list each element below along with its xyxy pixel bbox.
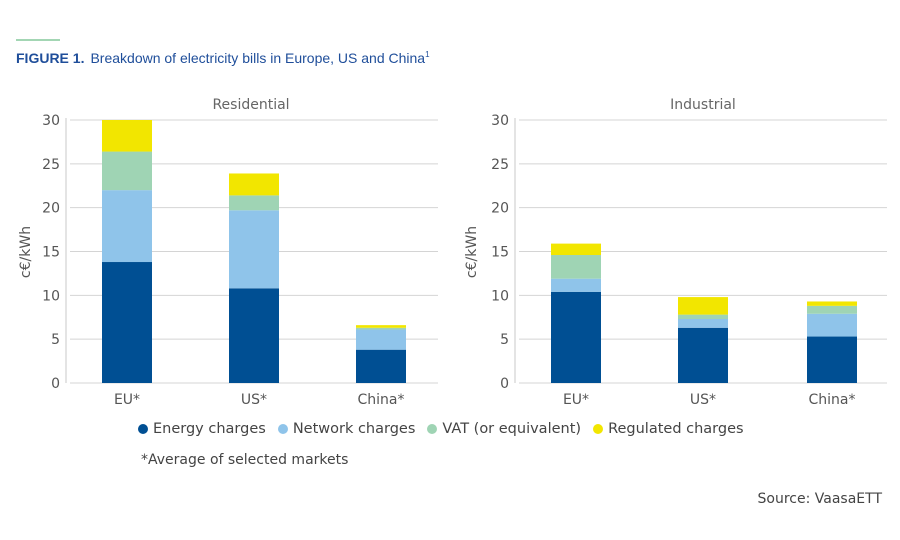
footnote: *Average of selected markets: [141, 452, 349, 468]
residential-y-tick-label: 0: [51, 376, 60, 392]
industrial-y-tick-label: 10: [491, 288, 509, 304]
industrial-y-axis-label: c€/kWh: [464, 226, 480, 278]
legend-item-vat: VAT (or equivalent): [427, 421, 581, 437]
residential-bar-network-1: [229, 210, 279, 289]
legend-item-energy: Energy charges: [138, 421, 266, 437]
industrial-y-tick-label: 5: [500, 332, 509, 348]
residential-bar-energy-0: [102, 262, 152, 383]
legend-swatch-energy: [138, 424, 148, 434]
industrial-y-tick-label: 25: [491, 157, 509, 173]
residential-bar-vat-2: [356, 327, 406, 330]
legend-swatch-vat: [427, 424, 438, 434]
residential-panel-title: Residential: [212, 97, 289, 113]
residential-y-tick-label: 20: [42, 201, 60, 217]
industrial-x-tick-label: China*: [809, 392, 856, 408]
residential-bar-regulated-1: [229, 173, 279, 196]
industrial-bar-energy-0: [551, 291, 601, 383]
legend-item-regulated: Regulated charges: [593, 421, 744, 437]
residential-y-tick-label: 30: [42, 113, 60, 129]
industrial-x-tick-label: EU*: [563, 392, 589, 408]
figure-title-footnote-mark: 1: [425, 50, 430, 59]
residential-y-tick-label: 15: [42, 245, 60, 261]
industrial-bar-regulated-0: [551, 243, 601, 256]
industrial-bar-regulated-1: [678, 297, 728, 315]
industrial-x-tick-label: US*: [690, 392, 716, 408]
legend-label-vat: VAT (or equivalent): [442, 421, 582, 437]
industrial-bar-vat-1: [678, 314, 728, 320]
residential-bar-network-0: [102, 190, 152, 263]
industrial-bar-network-1: [678, 319, 728, 328]
figure-title: FIGURE 1. Breakdown of electricity bills …: [16, 50, 430, 66]
residential-y-tick-label: 10: [42, 288, 60, 304]
industrial-y-tick-label: 15: [491, 245, 509, 261]
industrial-bar-vat-2: [807, 305, 857, 314]
residential-y-axis-label: c€/kWh: [18, 226, 34, 278]
residential-x-tick-label: EU*: [114, 392, 140, 408]
figure-label: FIGURE 1.: [16, 50, 85, 66]
residential-bar-energy-2: [356, 349, 406, 383]
industrial-bar-energy-1: [678, 327, 728, 383]
industrial-bar-network-2: [807, 313, 857, 337]
residential-x-tick-label: China*: [358, 392, 405, 408]
industrial-y-tick-label: 0: [500, 376, 509, 392]
industrial-bar-regulated-2: [807, 301, 857, 306]
legend-label-regulated: Regulated charges: [608, 421, 744, 437]
residential-bar-regulated-2: [356, 325, 406, 328]
industrial-panel-title: Industrial: [670, 97, 736, 113]
industrial-bar-energy-2: [807, 336, 857, 383]
legend-item-network: Network charges: [277, 421, 416, 437]
residential-bar-regulated-0: [102, 120, 152, 152]
residential-bar-vat-0: [102, 151, 152, 191]
industrial-y-tick-label: 30: [491, 113, 509, 129]
title-accent-line: [16, 39, 60, 41]
legend: Energy charges Network charges VAT (or e…: [138, 421, 744, 437]
residential-x-tick-label: US*: [241, 392, 267, 408]
legend-label-energy: Energy charges: [153, 421, 266, 437]
source-note: Source: VaasaETT: [757, 491, 882, 507]
industrial-bar-vat-0: [551, 255, 601, 279]
stacked-bar-charts: Residential 0 5 10 15 20 25 30 c€/kWh EU* US* China…: [18, 97, 887, 408]
residential-y-tick-label: 25: [42, 157, 60, 173]
residential-bar-network-2: [356, 329, 406, 350]
legend-label-network: Network charges: [292, 421, 416, 437]
legend-swatch-regulated: [593, 424, 604, 434]
figure-title-text: Breakdown of electricity bills in Europe…: [90, 50, 426, 66]
legend-swatch-network: [277, 424, 288, 434]
residential-bar-vat-1: [229, 195, 279, 211]
industrial-bar-network-0: [551, 278, 601, 292]
residential-bar-energy-1: [229, 288, 279, 383]
industrial-y-tick-label: 20: [491, 201, 509, 217]
residential-y-tick-label: 5: [51, 332, 60, 348]
